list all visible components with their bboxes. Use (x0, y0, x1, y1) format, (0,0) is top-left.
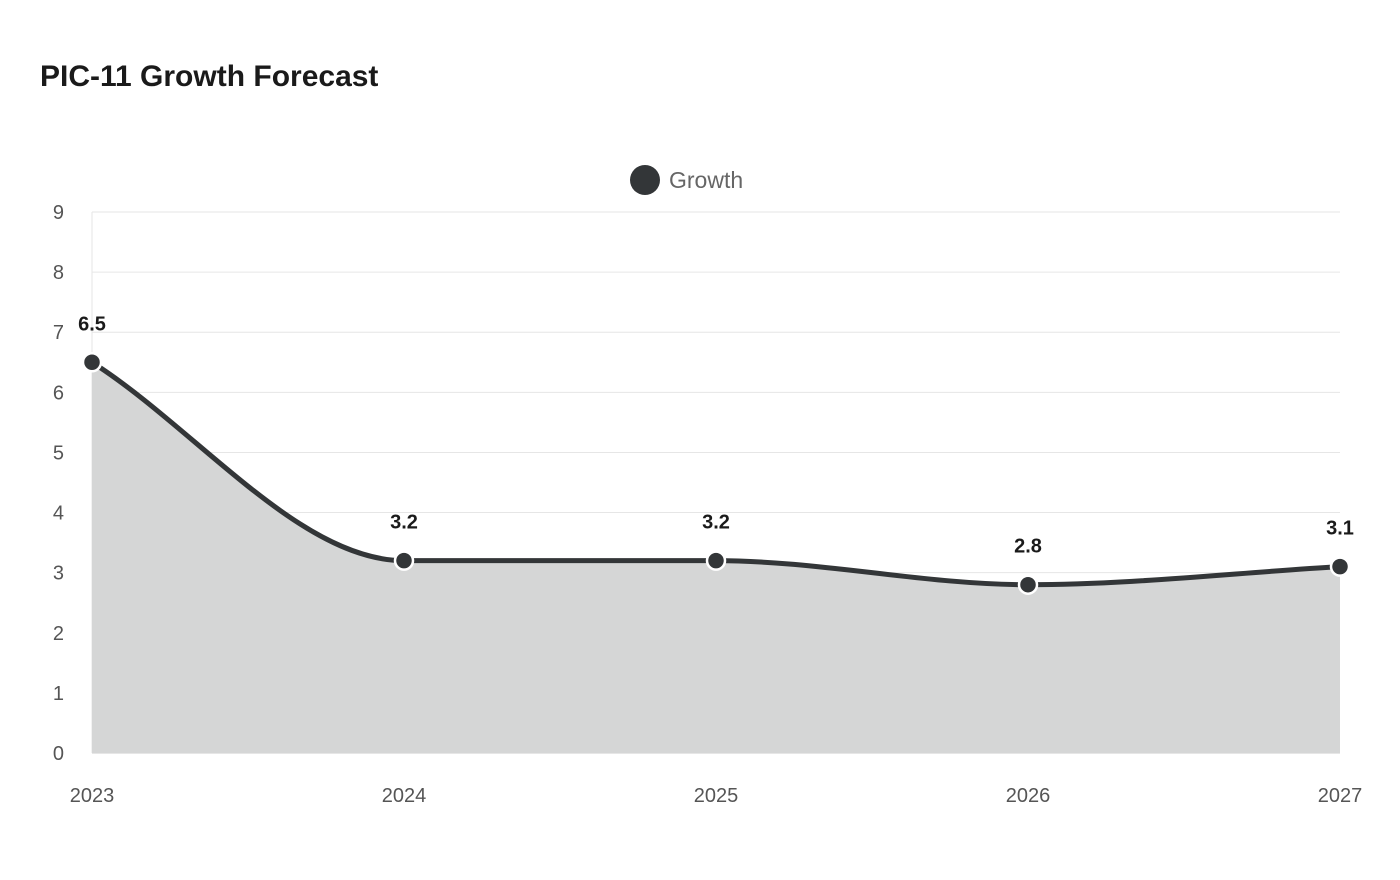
series-area-growth (92, 362, 1340, 753)
legend-marker-icon (630, 165, 660, 195)
legend[interactable]: Growth (630, 165, 743, 195)
data-label-2027: 3.1 (1326, 518, 1354, 540)
data-point-2026[interactable] (1017, 574, 1039, 595)
area-fill-layer (92, 362, 1340, 753)
data-markers (81, 352, 1351, 595)
x-tick-label: 2027 (1318, 785, 1363, 807)
data-label-2023: 6.5 (78, 313, 106, 335)
data-label-2025: 3.2 (702, 512, 730, 534)
axes: 0 1 2 3 4 5 6 7 8 9 2023 2024 2025 2026 2027 (53, 202, 1362, 807)
x-tick-label: 2025 (694, 785, 739, 807)
y-tick-label: 4 (53, 503, 64, 525)
y-tick-label: 8 (53, 262, 64, 284)
data-point-2025[interactable] (705, 550, 727, 571)
data-label-2026: 2.8 (1014, 536, 1042, 558)
chart-title: PIC-11 Growth Forecast (40, 60, 379, 93)
legend-label-growth[interactable]: Growth (669, 167, 743, 193)
y-tick-label: 7 (53, 322, 64, 344)
data-labels: 6.5 3.2 3.2 2.8 3.1 (78, 313, 1354, 557)
data-point-2024[interactable] (393, 550, 415, 571)
y-tick-label: 6 (53, 382, 64, 404)
data-point-2027[interactable] (1329, 556, 1351, 577)
x-tick-label: 2024 (382, 785, 427, 807)
data-point-2023[interactable] (81, 352, 103, 373)
y-tick-label: 2 (53, 623, 64, 645)
y-tick-label: 5 (53, 442, 64, 464)
data-label-2024: 3.2 (390, 512, 418, 534)
x-tick-label: 2023 (70, 785, 115, 807)
y-tick-label: 3 (53, 563, 64, 585)
y-tick-label: 0 (53, 743, 64, 765)
x-tick-label: 2026 (1006, 785, 1051, 807)
y-tick-label: 1 (53, 683, 64, 705)
y-tick-label: 9 (53, 202, 64, 224)
